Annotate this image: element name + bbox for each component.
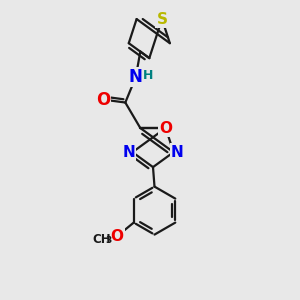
Text: O: O [96, 91, 110, 109]
Text: N: N [122, 145, 135, 160]
Text: N: N [129, 68, 143, 86]
Text: N: N [171, 145, 184, 160]
Text: 3: 3 [106, 236, 112, 245]
Text: O: O [159, 121, 172, 136]
Text: O: O [111, 229, 124, 244]
Text: CH: CH [92, 233, 111, 246]
Text: S: S [157, 12, 167, 27]
Text: H: H [142, 69, 153, 82]
